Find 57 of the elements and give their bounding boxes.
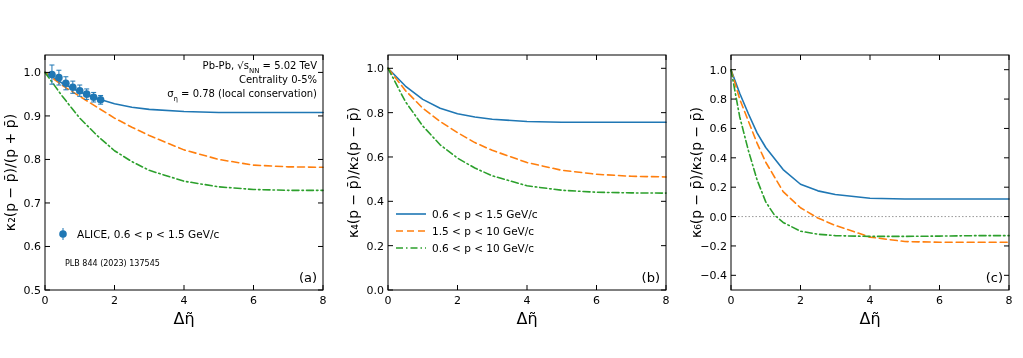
y-axis-title: κ₄(p − p̄)/κ₂(p − p̄) xyxy=(345,106,361,239)
y-tick-label: 0.5 xyxy=(23,284,41,297)
x-tick-label: 0 xyxy=(384,294,392,307)
y-tick-label: 0.6 xyxy=(23,240,41,254)
y-tick-label: 0.8 xyxy=(709,93,727,107)
x-tick-label: 2 xyxy=(111,294,118,307)
y-tick-label: 0.8 xyxy=(366,106,384,120)
legend-label: 1.5 < p < 10 GeV/c xyxy=(432,225,535,237)
annotation: Centrality 0-5% xyxy=(238,74,317,85)
x-tick-label: 6 xyxy=(250,294,257,307)
annotation: (a) xyxy=(298,270,317,285)
x-tick-label: 4 xyxy=(180,294,188,307)
y-tick-label: 0.0 xyxy=(709,210,727,224)
legend-label: ALICE, 0.6 < p < 1.5 GeV/c xyxy=(77,228,220,240)
x-tick-label: 8 xyxy=(319,294,327,307)
x-tick-label: 2 xyxy=(797,294,804,307)
x-tick-label: 4 xyxy=(866,294,874,307)
y-tick-label: 0.0 xyxy=(366,284,384,297)
annotation: (c) xyxy=(985,270,1003,285)
y-tick-label: 0.2 xyxy=(709,181,727,195)
point xyxy=(48,70,56,79)
point xyxy=(55,73,63,82)
annotation: σ$_{η}$ = 0.78 (local conservation) xyxy=(167,88,318,103)
x-tick-label: 6 xyxy=(593,294,600,307)
y-tick-label: 0.8 xyxy=(23,153,41,167)
x-tick-label: 8 xyxy=(662,294,670,307)
y-tick-label: −0.4 xyxy=(700,269,727,283)
y-tick-label: 0.6 xyxy=(709,122,727,136)
x-axis-title: Δη̃ xyxy=(173,309,195,328)
y-tick-label: 0.4 xyxy=(366,195,384,209)
x-tick-label: 0 xyxy=(41,294,49,307)
y-axis-title: κ₆(p − p̄)/κ₂(p − p̄) xyxy=(688,106,704,239)
y-tick-label: 1.0 xyxy=(709,63,727,77)
y-tick-label: 0.4 xyxy=(709,151,727,165)
y-tick-label: 0.7 xyxy=(23,196,41,210)
x-tick-label: 8 xyxy=(1005,294,1013,307)
x-axis-title: Δη̃ xyxy=(859,309,881,328)
y-tick-label: 1.0 xyxy=(23,66,41,80)
x-tick-label: 4 xyxy=(523,294,531,307)
y-tick-label: 0.2 xyxy=(366,239,384,253)
x-tick-label: 2 xyxy=(454,294,461,307)
legend-label: 0.6 < p < 10 GeV/c xyxy=(432,242,535,254)
x-tick-label: 6 xyxy=(936,294,943,307)
legend-label: 0.6 < p < 1.5 GeV/c xyxy=(432,208,538,220)
y-tick-label: 0.6 xyxy=(366,150,384,164)
annotation: (b) xyxy=(641,270,660,285)
annotation: Pb-Pb, √s$_{NN}$ = 5.02 TeV xyxy=(202,60,318,75)
line-series xyxy=(44,71,324,169)
line-series xyxy=(44,71,324,192)
x-tick-label: 0 xyxy=(727,294,735,307)
y-tick-label: 0.9 xyxy=(23,109,41,123)
x-axis-title: Δη̃ xyxy=(516,309,538,328)
y-tick-label: −0.2 xyxy=(700,239,727,253)
y-tick-label: 1.0 xyxy=(366,62,384,76)
line-series xyxy=(730,68,1010,200)
annotation: PLB 844 (2023) 137545 xyxy=(65,259,160,268)
y-axis-title: κ₂(p − p̄)/(p + p̄) xyxy=(2,113,18,232)
